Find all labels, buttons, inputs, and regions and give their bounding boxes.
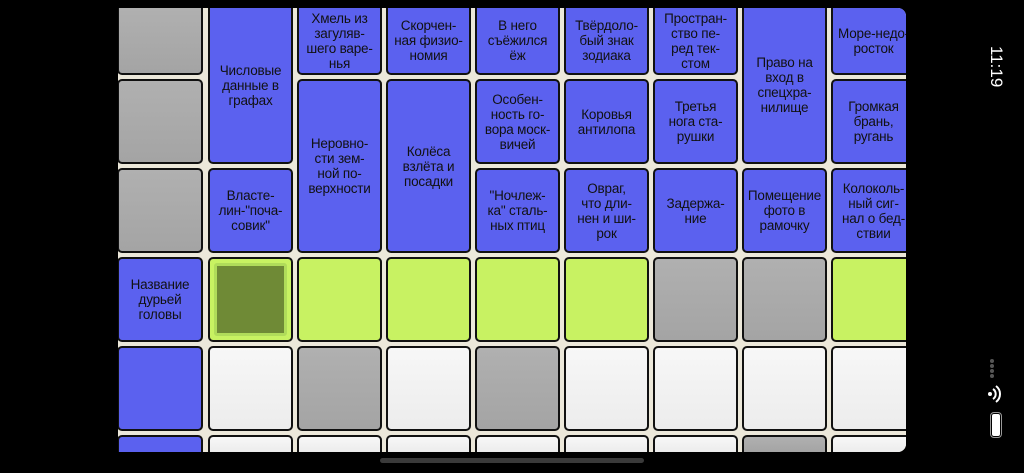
clue-cell[interactable]: Коровья антилопа	[564, 79, 649, 164]
active-word-cell[interactable]	[297, 257, 382, 342]
clue-cell[interactable]: Особен- ность го- вора моск- вичей	[475, 79, 560, 164]
active-word-cell[interactable]	[831, 257, 906, 342]
clue-cell[interactable]: "Ночлеж- ка" сталь- ных птиц	[475, 168, 560, 253]
clue-cell[interactable]: Громкая брань, ругань	[831, 79, 906, 164]
blocked-cell	[742, 257, 827, 342]
letter-cell[interactable]	[653, 435, 738, 452]
clue-text: Колоколь- ный сиг- нал о бед- ствии	[841, 180, 905, 241]
clue-text: Хмель из загуляв- шего варе- нья	[306, 10, 373, 71]
blocked-cell	[118, 8, 203, 75]
letter-cell[interactable]	[653, 346, 738, 431]
clue-text: Неровно- сти зем- ной по- верхности	[308, 136, 371, 196]
battery-icon	[990, 412, 1002, 438]
letter-cell[interactable]	[831, 346, 906, 431]
clue-cell[interactable]: Помещение фото в рамочку	[742, 168, 827, 253]
blocked-cell	[475, 346, 560, 431]
blocked-cell	[118, 79, 203, 164]
active-word-cell[interactable]	[475, 257, 560, 342]
selection-highlight	[214, 263, 287, 336]
clue-text: Право на вход в спецхра- нилище	[756, 55, 813, 115]
selected-letter-cell[interactable]	[208, 257, 293, 342]
letter-cell[interactable]	[831, 435, 906, 452]
clue-cell[interactable]: Простран- ство пе- ред тек- стом	[653, 8, 738, 75]
clue-cell[interactable]: Числовые данные в графах	[208, 8, 293, 164]
letter-cell[interactable]	[564, 435, 649, 452]
clue-text: Громкая брань, ругань	[848, 99, 899, 144]
letter-cell[interactable]	[208, 346, 293, 431]
clue-cell[interactable]: Третья нога ста- рушки	[653, 79, 738, 164]
active-word-cell[interactable]	[564, 257, 649, 342]
clue-cell[interactable]: Власте- лин-"поча- совик"	[208, 168, 293, 253]
home-indicator[interactable]	[380, 458, 644, 463]
clue-text: Море-недо- росток	[838, 25, 906, 56]
clue-text: Колёса взлёта и посадки	[402, 143, 455, 189]
letter-cell[interactable]	[386, 435, 471, 452]
active-word-cell[interactable]	[386, 257, 471, 342]
blocked-cell	[653, 257, 738, 342]
blocked-cell	[297, 346, 382, 431]
clue-cell[interactable]: Колоколь- ный сиг- нал о бед- ствии	[831, 168, 906, 253]
letter-cell[interactable]	[564, 346, 649, 431]
clue-cell[interactable]: Колёса взлёта и посадки	[386, 79, 471, 253]
wifi-icon	[988, 385, 1001, 403]
letter-cell[interactable]	[208, 435, 293, 452]
clue-text: "Ночлеж- ка" сталь- ных птиц	[487, 188, 548, 233]
clue-cell[interactable]: Море-недо- росток	[831, 8, 906, 75]
letter-cell[interactable]	[475, 435, 560, 452]
clue-text: Задержа- ние	[666, 195, 725, 226]
clue-cell[interactable]: Задержа- ние	[653, 168, 738, 253]
letter-cell[interactable]	[297, 435, 382, 452]
clue-text: Скорчен- ная физио- номия	[394, 18, 463, 63]
letter-cell[interactable]	[386, 346, 471, 431]
clue-text: Числовые данные в графах	[219, 62, 282, 108]
clue-text: Овраг, что дли- нен и ши- рок	[577, 180, 636, 241]
signal-dots-icon	[990, 359, 994, 378]
letter-cell[interactable]	[742, 346, 827, 431]
status-bar: 11:19	[960, 0, 1024, 473]
clue-text: Власте- лин-"поча- совик"	[218, 188, 283, 233]
clue-cell[interactable]: Название дурьей головы	[118, 257, 203, 342]
blocked-cell	[118, 168, 203, 253]
clue-cell[interactable]: Овраг, что дли- нен и ши- рок	[564, 168, 649, 253]
clue-text: Простран- ство пе- ред тек- стом	[664, 10, 727, 71]
clue-cell[interactable]: Право на вход в спецхра- нилище	[742, 8, 827, 164]
clue-text: Твёрдоло- бый знак зодиака	[575, 18, 638, 63]
clock: 11:19	[987, 46, 1006, 88]
clue-cell[interactable]: Хмель из загуляв- шего варе- нья	[297, 8, 382, 75]
empty-clue-cell	[118, 346, 203, 431]
clue-text: Коровья антилопа	[577, 106, 636, 137]
clue-text: Помещение фото в рамочку	[747, 188, 822, 233]
clue-cell[interactable]: В него съёжился ёж	[475, 8, 560, 75]
crossword-board: Числовые данные в графах Хмель из загуляв…	[118, 8, 906, 452]
clue-cell[interactable]: Твёрдоло- бый знак зодиака	[564, 8, 649, 75]
clue-cell[interactable]: Скорчен- ная физио- номия	[386, 8, 471, 75]
clue-text: Третья нога ста- рушки	[668, 99, 723, 144]
clue-text: Особен- ность го- вора моск- вичей	[484, 91, 551, 152]
empty-clue-cell	[118, 435, 203, 452]
clue-text: Название дурьей головы	[130, 277, 190, 322]
clue-cell[interactable]: Неровно- сти зем- ной по- верхности	[297, 79, 382, 253]
blocked-cell	[742, 435, 827, 452]
clue-text: В него съёжился ёж	[487, 18, 548, 63]
